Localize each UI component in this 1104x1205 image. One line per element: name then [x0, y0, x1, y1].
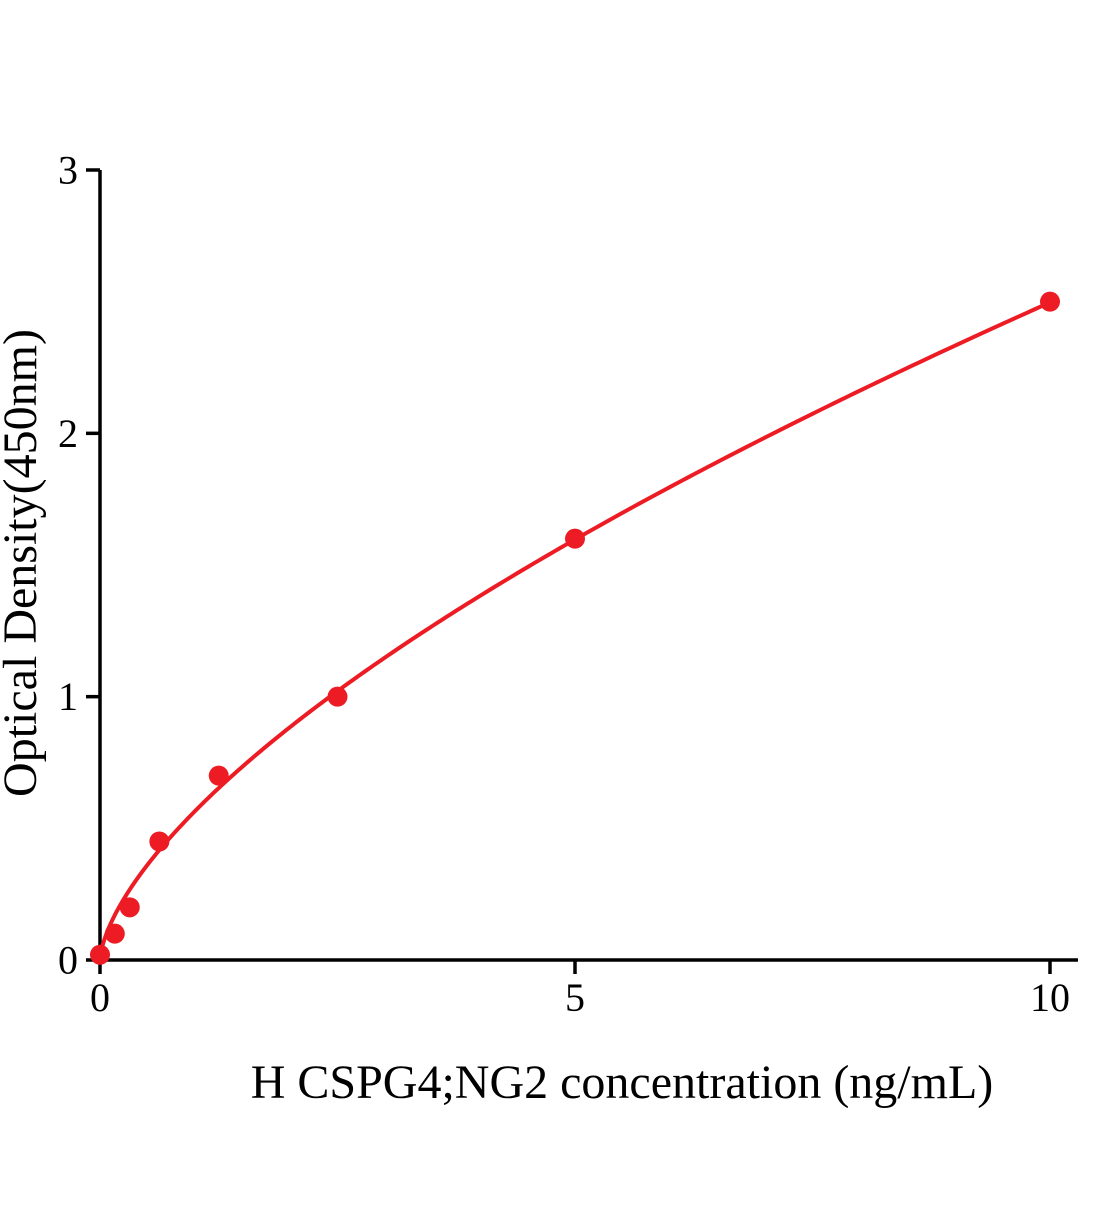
y-tick-label: 2: [58, 411, 78, 456]
y-tick-label: 1: [58, 674, 78, 719]
y-tick-label: 0: [58, 938, 78, 983]
data-point: [119, 897, 140, 918]
fit-curve: [98, 300, 1052, 962]
data-point: [327, 686, 348, 707]
data-points: [90, 291, 1060, 965]
y-tick-label: 3: [58, 148, 78, 193]
x-tick-label: 10: [1030, 975, 1070, 1020]
x-tick-label: 0: [90, 975, 110, 1020]
data-point: [90, 944, 110, 965]
data-point: [208, 765, 229, 786]
x-tick-label: 5: [565, 975, 585, 1020]
data-point: [149, 831, 170, 852]
data-point: [1040, 291, 1060, 312]
axes: [98, 170, 1078, 962]
axis-tick-labels: 0 5 10 0 1 2 3: [58, 148, 1070, 1020]
y-axis-label: Optical Density(450nm): [0, 329, 47, 797]
axis-ticks: [86, 168, 1052, 974]
x-axis-label: H CSPG4;NG2 concentration (ng/mL): [251, 1056, 994, 1109]
data-point: [565, 528, 585, 549]
data-point: [104, 923, 125, 944]
